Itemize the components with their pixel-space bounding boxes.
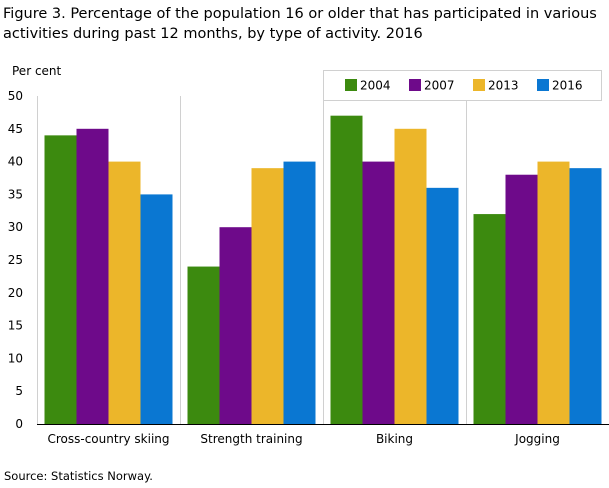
y-tick-label: 5 <box>15 384 23 398</box>
x-tick-label: Jogging <box>514 432 560 446</box>
x-tick-label: Biking <box>376 432 413 446</box>
bar <box>330 115 363 425</box>
y-tick-label: 45 <box>8 122 23 136</box>
legend-swatch <box>409 79 421 91</box>
chart-grid <box>37 96 609 425</box>
source-note: Source: Statistics Norway. <box>4 469 153 483</box>
legend-swatch <box>473 79 485 91</box>
bar <box>251 168 284 424</box>
bar <box>76 128 109 425</box>
bar <box>426 187 459 424</box>
y-tick-label: 20 <box>8 286 23 300</box>
legend-box <box>323 70 602 101</box>
bar <box>219 227 252 424</box>
legend-swatch <box>537 79 549 91</box>
legend-label: 2013 <box>488 79 519 93</box>
bar <box>505 174 538 424</box>
legend: 2004 2007 2013 2016 <box>323 70 602 101</box>
y-tick-label: 30 <box>8 220 23 234</box>
legend-label: 2007 <box>424 79 455 93</box>
bar <box>394 128 427 425</box>
y-tick-label: 40 <box>8 155 23 169</box>
bars <box>44 115 602 425</box>
y-axis-ticks: 0 5 10 15 20 25 30 35 40 45 50 <box>8 89 23 431</box>
y-tick-label: 0 <box>15 417 23 431</box>
y-tick-label: 35 <box>8 187 23 201</box>
bar <box>44 135 77 425</box>
y-tick-label: 50 <box>8 89 23 103</box>
legend-label: 2016 <box>552 79 583 93</box>
bar <box>187 266 220 424</box>
bar <box>140 194 173 424</box>
legend-swatch <box>345 79 357 91</box>
bar <box>473 214 506 424</box>
y-tick-label: 15 <box>8 319 23 333</box>
bar <box>283 161 316 424</box>
y-tick-label: 10 <box>8 351 23 365</box>
bar <box>569 168 602 424</box>
x-tick-label: Cross-country skiing <box>47 432 169 446</box>
legend-label: 2004 <box>360 79 391 93</box>
bar <box>108 161 141 424</box>
y-tick-label: 25 <box>8 253 23 267</box>
bar <box>362 161 395 424</box>
bar <box>537 161 570 424</box>
chart-title: Figure 3. Percentage of the population 1… <box>3 6 597 42</box>
y-axis-label: Per cent <box>12 64 62 78</box>
x-axis-ticks: Cross-country skiing Strength training Bik… <box>47 432 559 446</box>
x-tick-label: Strength training <box>200 432 302 446</box>
